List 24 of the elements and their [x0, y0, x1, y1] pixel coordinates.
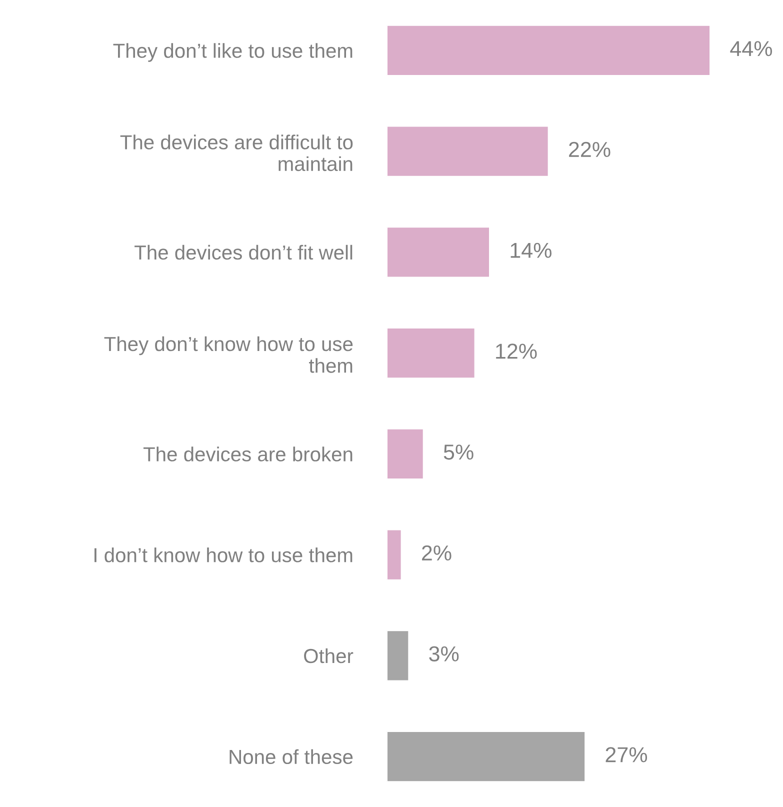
- y-tick-label: Other: [304, 648, 354, 664]
- y-tick-label: I don’t know how to use them: [94, 548, 352, 562]
- data-label: 3%: [429, 646, 459, 662]
- data-label: 2%: [422, 545, 452, 561]
- bar: [386, 226, 490, 278]
- y-tick-label: The devices don’t fit well: [134, 244, 352, 260]
- data-label: 27%: [606, 747, 648, 762]
- y-tick-label: They don’t like to use them: [113, 43, 352, 62]
- bar: [386, 730, 586, 782]
- y-tick-label: None of these: [230, 749, 353, 764]
- data-label: 22%: [569, 142, 610, 158]
- y-tick-label: The devices are difficult to maintain: [120, 134, 353, 172]
- bar: [386, 428, 424, 480]
- y-tick-label: The devices are broken: [143, 446, 352, 462]
- bar: [386, 528, 402, 581]
- bar: [386, 24, 711, 76]
- data-label: 44%: [730, 41, 772, 56]
- data-label: 14%: [510, 242, 552, 258]
- data-label: 5%: [444, 444, 474, 460]
- y-tick-label: They don’t know how to use them: [104, 336, 353, 373]
- bar: [386, 630, 410, 682]
- bar: [386, 125, 550, 178]
- bar: [386, 327, 476, 379]
- data-label: 12%: [496, 344, 537, 359]
